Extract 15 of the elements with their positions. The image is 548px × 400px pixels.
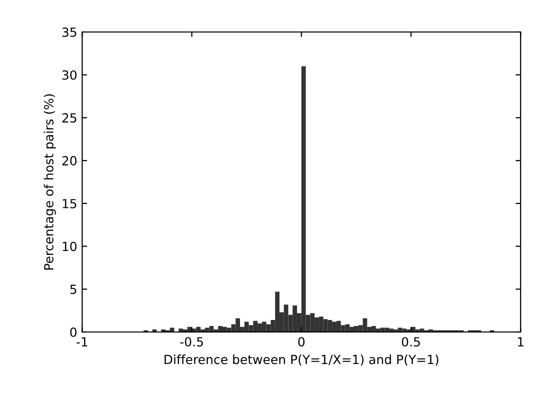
- x-tick-label: -0.5: [180, 337, 203, 347]
- x-tick-label: 0: [298, 337, 305, 347]
- y-tick-label: 30: [62, 70, 77, 80]
- x-tick-label: 1: [518, 337, 524, 346]
- x-tick-label: -1: [76, 337, 88, 346]
- x-axis-title: Difference between P(Y=1/X=1) and P(Y=1): [164, 354, 438, 366]
- y-axis-title: Percentage of host pairs (%): [44, 94, 56, 270]
- y-tick-label: 20: [62, 156, 77, 166]
- y-tick-label: 5: [70, 284, 76, 294]
- y-tick-label: 25: [62, 113, 76, 123]
- y-tick-label: 35: [62, 27, 76, 37]
- x-tick-label: 0.5: [402, 337, 420, 347]
- y-tick-label: 15: [62, 199, 76, 208]
- y-tick-label: 0: [70, 327, 77, 337]
- y-tick-label: 10: [62, 242, 77, 252]
